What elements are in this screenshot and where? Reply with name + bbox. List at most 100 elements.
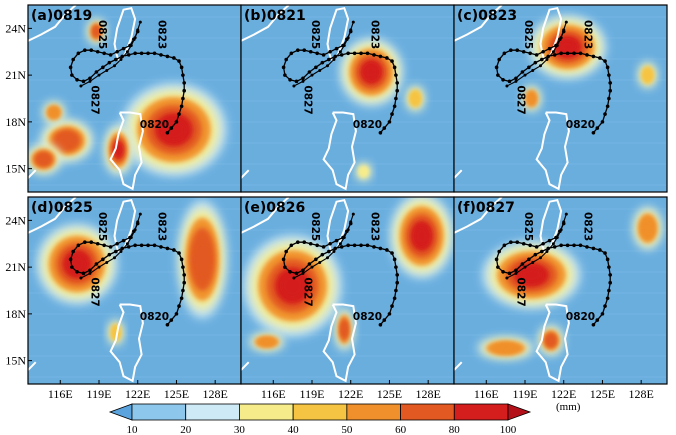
china-coastline [28, 5, 77, 42]
track-point [541, 241, 545, 246]
lat-label: 21N [5, 260, 26, 274]
track-point [126, 53, 131, 57]
secondary-track-point [531, 68, 535, 72]
track-point [94, 262, 99, 266]
track-date-label: 0820 [353, 119, 382, 131]
track-point [390, 112, 394, 116]
track-point [591, 54, 596, 59]
secondary-track-point [351, 20, 355, 24]
track-point [605, 257, 610, 262]
panel-title: (a)0819 [31, 8, 92, 24]
track-point [497, 249, 501, 254]
track-point [133, 51, 137, 56]
track-point [121, 46, 126, 51]
track-date-label: 0825 [96, 20, 108, 49]
track-point [496, 265, 500, 269]
secondary-track-point [562, 28, 566, 32]
secondary-track-point [325, 64, 329, 68]
secondary-track-point [97, 73, 101, 77]
track-point [578, 51, 583, 56]
secondary-track-point [119, 250, 123, 254]
colorbar-low-triangle [108, 403, 133, 421]
coast-fragment [28, 361, 37, 371]
track-point [177, 59, 181, 63]
secondary-track-point [551, 50, 555, 54]
track-point [302, 240, 307, 244]
track-point [372, 245, 376, 249]
track-point [283, 265, 287, 269]
china-coastline [454, 5, 503, 42]
colorbar-level-label: 30 [234, 424, 246, 435]
track-point [390, 251, 394, 255]
track-point [528, 243, 532, 248]
rain-contour [645, 72, 650, 78]
track-point [174, 312, 179, 316]
track-point [281, 257, 286, 262]
track-point [314, 65, 318, 70]
track-point [392, 257, 397, 262]
secondary-track-point [97, 265, 101, 269]
track-point [521, 241, 526, 246]
track-point [146, 51, 150, 56]
coast-fragment [454, 169, 463, 179]
track-point [352, 51, 357, 56]
secondary-track-point [332, 58, 336, 62]
secondary-track-point [136, 220, 140, 224]
track-point [308, 49, 313, 54]
track-point [387, 120, 392, 124]
track-point [315, 51, 319, 56]
coast-fragment [241, 169, 250, 179]
track-point [301, 268, 305, 273]
secondary-track-point [129, 44, 133, 48]
track-point [547, 238, 552, 243]
track-date-label: 0820 [140, 311, 169, 323]
track-point [328, 241, 332, 246]
secondary-track-point [346, 36, 350, 40]
track-point [395, 280, 400, 285]
track-point [113, 249, 118, 254]
track-date-label: 0827 [301, 277, 313, 306]
track-point [392, 296, 397, 301]
track-point [165, 130, 170, 135]
colorbar-level-label: 10 [127, 424, 139, 435]
track-point [509, 240, 513, 244]
track-point [346, 243, 350, 248]
track-point [179, 257, 184, 262]
track-point [95, 49, 100, 54]
lon-label: 122E [125, 387, 150, 401]
track-point [88, 76, 92, 81]
track-point [572, 51, 576, 56]
colorbar-segment [400, 403, 455, 421]
panel-e: 0825 0823 0827 0820 [241, 197, 454, 384]
track-point [94, 70, 99, 74]
colorbar-segment [239, 403, 294, 421]
track-point [165, 246, 170, 251]
track-point [339, 53, 344, 57]
track-point [605, 104, 610, 109]
track-point [321, 53, 326, 57]
rain-cell [538, 325, 564, 356]
rain-contour [499, 345, 512, 351]
track-point [326, 57, 331, 62]
rain-contour [362, 169, 366, 174]
secondary-track-point [514, 271, 518, 275]
secondary-track-point [133, 228, 137, 232]
track-point [159, 245, 163, 249]
track-point [514, 268, 518, 273]
track-point [608, 280, 612, 285]
track-point [101, 65, 105, 70]
secondary-track-point [88, 79, 92, 83]
track-point [328, 49, 332, 54]
lat-label: 24N [5, 213, 26, 227]
track-point [608, 81, 612, 85]
rain-cell [406, 85, 424, 112]
track-point [603, 304, 607, 308]
track-date-label: 0820 [566, 311, 595, 323]
track-point [595, 126, 600, 130]
track-point [607, 265, 611, 269]
rain-contour [364, 64, 379, 80]
track-point [515, 48, 520, 52]
lon-label: 128E [203, 387, 228, 401]
track-point [578, 243, 583, 248]
rain-cell [340, 38, 403, 106]
